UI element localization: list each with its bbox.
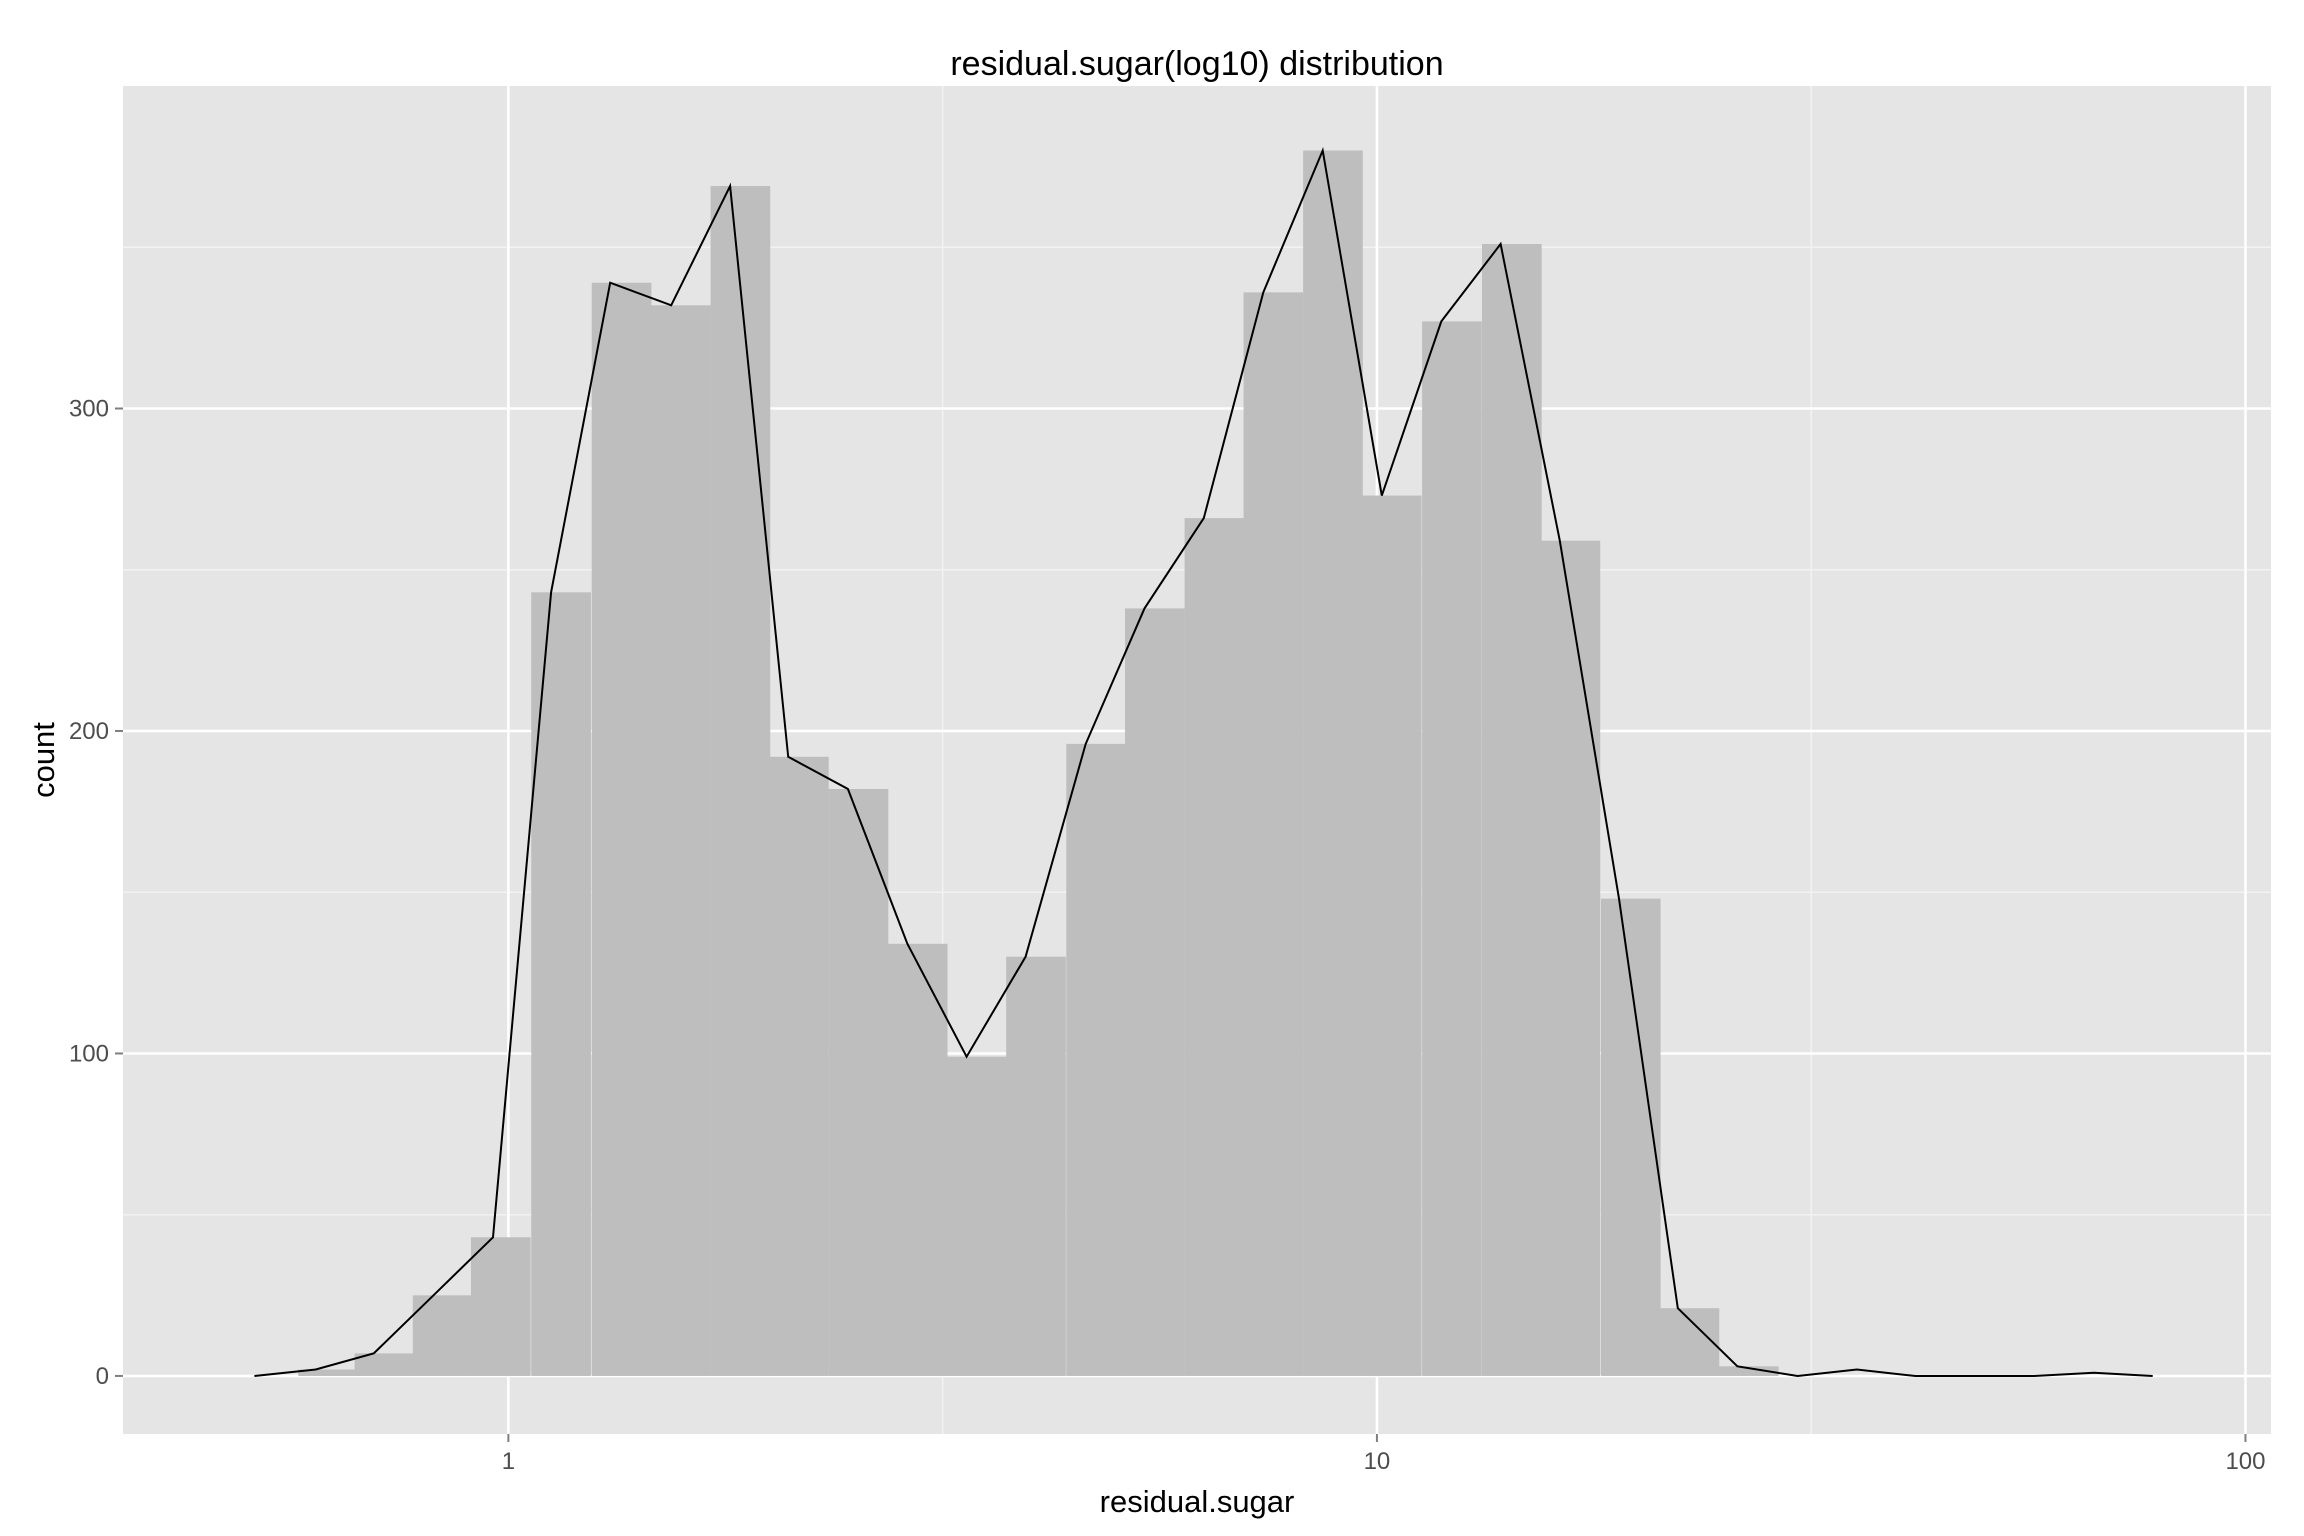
histogram-bar [828,789,889,1376]
histogram-bar [298,1369,358,1376]
y-tick-label: 100 [69,1040,109,1067]
chart-title: residual.sugar(log10) distribution [950,45,1443,83]
histogram-bar [412,1295,473,1376]
histogram-bar [591,282,652,1376]
y-tick-label: 300 [69,395,109,422]
y-axis-ticks: 0 100 200 300 [69,395,123,1390]
histogram-bar [531,592,591,1376]
histogram-bar [354,1353,415,1376]
histogram-bar [946,1056,1007,1376]
histogram-bar [1540,540,1601,1376]
histogram-bar [470,1237,531,1376]
histogram-bar [1482,244,1542,1376]
x-axis-title: residual.sugar [1100,1484,1295,1519]
histogram-bar [1303,150,1363,1376]
y-tick-label: 200 [69,718,109,745]
histogram-bars [298,150,1779,1376]
x-tick-label: 1 [502,1448,515,1475]
histogram-bar [1124,608,1185,1376]
histogram-bar [769,756,829,1376]
histogram-bar [1361,495,1422,1376]
x-tick-label: 100 [2225,1448,2265,1475]
histogram-bar [1600,898,1661,1376]
histogram-bar [710,185,771,1376]
y-axis-title: count [26,722,61,798]
histogram-bar [1066,743,1126,1376]
x-tick-label: 10 [1364,1448,1391,1475]
histogram-bar [1006,956,1066,1376]
histogram-bar [1422,321,1482,1376]
x-axis-ticks: 1 10 100 [502,1434,2266,1475]
histogram-bar [1718,1366,1779,1376]
histogram-bar [1243,292,1304,1376]
frequency-polygon-line [254,146,2153,1378]
histogram-bar [887,943,948,1376]
histogram-bar [1184,518,1245,1376]
y-tick-label: 0 [96,1363,109,1390]
histogram-bar [651,305,711,1376]
